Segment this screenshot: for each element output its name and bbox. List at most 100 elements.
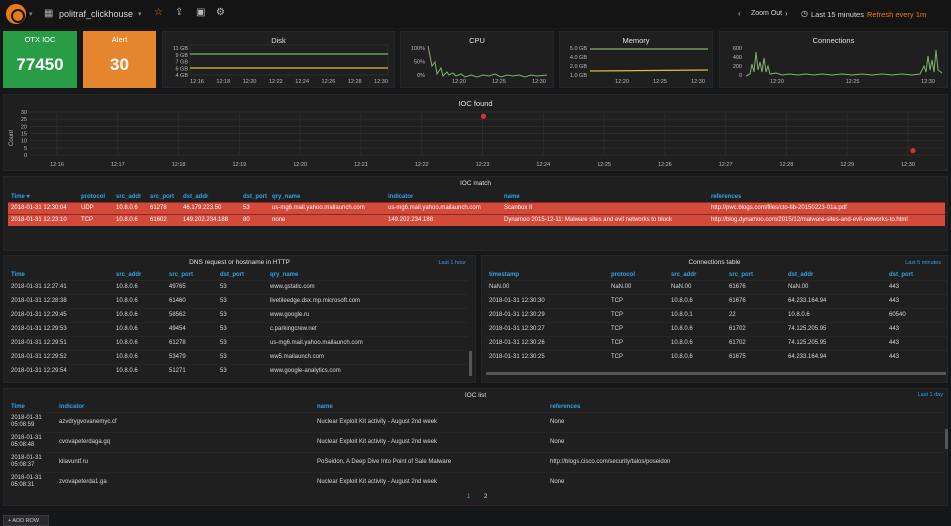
settings-gear-icon[interactable]: ⚙	[216, 7, 225, 18]
column-header[interactable]: references	[550, 403, 581, 410]
table-cell: 2018-01-31 12:27:41	[8, 279, 113, 294]
ioc-list-page-1[interactable]: 1	[467, 494, 471, 500]
column-header[interactable]: src_port	[150, 193, 175, 200]
column-header[interactable]: dst_port	[220, 271, 244, 278]
save-icon[interactable]: ▣	[196, 7, 206, 18]
table-cell: 2018-01-31 12:29:54	[8, 363, 113, 378]
caret-down-icon[interactable]: ▾	[29, 11, 33, 18]
column-header[interactable]: Time ▾	[11, 194, 30, 201]
refresh-interval[interactable]: Refresh every 1m	[867, 10, 927, 19]
column-header[interactable]: qry_name	[272, 193, 301, 200]
cpu-panel[interactable]: CPU 100% 50% 0% 12:20 12:25 12:30	[400, 31, 554, 88]
column-header[interactable]: name	[317, 403, 333, 410]
table-row[interactable]: 2018-01-31 12:29:51 10.8.0.6 61278 53 us-mg6…	[8, 335, 468, 350]
table-row[interactable]: 2018-01-31 12:30:04 UDP 10.8.0.6 61278 46.17…	[8, 201, 945, 214]
disk-xtick: 12:30	[374, 79, 388, 85]
dns-request-panel[interactable]: DNS request or hostname in HTTP Last 1 h…	[3, 255, 476, 383]
table-cell: 74.125.205.95	[785, 335, 886, 350]
table-row[interactable]: 2018-01-31 12:28:38 10.8.0.6 61460 53 liveti…	[8, 293, 468, 308]
dashboard-picker-caret-icon[interactable]: ▾	[138, 11, 142, 18]
column-header[interactable]: dst_port	[243, 193, 267, 200]
share-icon[interactable]: ⇪	[175, 7, 184, 18]
column-header[interactable]: src_addr	[116, 193, 142, 200]
table-row[interactable]: 2018-01-31 12:30:27 TCP 10.8.0.6 61702 74.12…	[486, 321, 947, 336]
column-header[interactable]: dst_addr	[788, 271, 814, 278]
ioc-found-panel[interactable]: IOC found 30 25 20 15 10 5 0 12:16 12:17 12:18 12:…	[3, 94, 948, 171]
column-header[interactable]: indicator	[388, 193, 414, 200]
table-row[interactable]: 2018-01-31 12:27:41 10.8.0.6 49765 53 www.gs…	[8, 279, 468, 294]
ioc-point-1[interactable]	[910, 148, 916, 154]
connections-ytick: 600	[733, 46, 742, 52]
table-row[interactable]: 2018-01-31 12:30:30 TCP 10.8.0.6 61676 64.23…	[486, 293, 947, 308]
column-header[interactable]: qry_name	[270, 271, 299, 278]
column-header[interactable]: src_port	[169, 271, 194, 278]
table-row[interactable]: 2018-01-31 12:29:45 10.8.0.6 58562 53 www.go…	[8, 307, 468, 322]
dns-scrollbar[interactable]	[469, 351, 472, 376]
column-header[interactable]: dst_port	[889, 271, 913, 278]
column-header[interactable]: indicator	[59, 403, 85, 410]
ioc-xtick: 12:23	[476, 162, 490, 168]
zoom-out-button[interactable]: Zoom Out	[751, 10, 783, 17]
grafana-logo-icon[interactable]	[6, 4, 26, 24]
ioc-ytick: 0	[24, 153, 27, 159]
table-row[interactable]: 2018-01-31 05:08:59 azvdrygvovanemyc.cf Nuc…	[8, 411, 944, 432]
column-header[interactable]: timestamp	[489, 271, 520, 278]
table-cell: 10.8.0.6	[785, 307, 886, 322]
alert-stat-panel[interactable]: Alert 30	[83, 31, 156, 88]
table-row[interactable]: 2018-01-31 12:30:26 TCP 10.8.0.6 61702 74.12…	[486, 335, 947, 350]
ioc-list-scrollbar[interactable]	[945, 429, 948, 449]
table-cell: 58562	[166, 307, 217, 322]
table-cell: 53	[217, 335, 267, 350]
ioc-xtick: 12:29	[840, 162, 854, 168]
table-row[interactable]: 2018-01-31 12:29:54 10.8.0.6 51271 53 www.go…	[8, 363, 468, 378]
column-header[interactable]: Time	[11, 271, 25, 278]
table-cell: Nuclear Exploit Kit activity - August 2n…	[314, 411, 547, 432]
table-row[interactable]: 2018-01-31 05:08:31 zvovapeterda1.ga Nuclea…	[8, 471, 944, 492]
connections-table-panel[interactable]: Connections table Last 5 minutes timesta…	[481, 255, 948, 383]
column-header[interactable]: dst_addr	[183, 193, 209, 200]
table-cell: 2018-01-31 12:29:52	[8, 349, 113, 364]
column-header[interactable]: src_addr	[116, 271, 142, 278]
column-header[interactable]: protocol	[81, 193, 105, 200]
table-row[interactable]: 2018-01-31 05:08:37 kliavuntf.ru PoSeidon, …	[8, 451, 944, 472]
memory-title: Memory	[622, 36, 650, 45]
table-row[interactable]: 2018-01-31 05:08:48 cvovapeterdaga.gq Nucle…	[8, 431, 944, 452]
table-row[interactable]: 2018-01-31 12:30:25 TCP 10.8.0.6 61675 64.23…	[486, 349, 947, 364]
table-row[interactable]: 2018-01-31 12:29:52 10.8.0.6 53479 53 ww5.ma…	[8, 349, 468, 364]
otx-ioc-stat-panel[interactable]: OTX IOC 77450	[3, 31, 77, 88]
memory-panel[interactable]: Memory 5.0 GB 4.0 GB 2.0 GB 1.0 GB 12:20 12:2…	[559, 31, 713, 88]
time-range-picker[interactable]: Last 15 minutes	[811, 10, 864, 19]
disk-ytick: 7 GB	[175, 60, 188, 66]
disk-panel[interactable]: Disk 11 GB 9 GB 7 GB 6 GB 4 GB 12:16 12:18 12:2…	[162, 31, 395, 88]
conn-table-h-scrollbar[interactable]	[486, 372, 946, 375]
table-row[interactable]: 2018-01-31 12:30:29 TCP 10.8.0.1 22 10.8.0.6…	[486, 307, 947, 322]
table-cell: 2018-01-31 05:08:59	[8, 411, 56, 432]
connections-ytick: 400	[733, 55, 742, 61]
alert-label: Alert	[111, 35, 128, 44]
zoom-back-icon[interactable]: ‹	[738, 9, 741, 18]
zoom-forward-icon[interactable]: ›	[785, 9, 788, 18]
dashboard-title[interactable]: politraf_clickhouse	[59, 9, 134, 19]
star-icon[interactable]: ☆	[154, 7, 163, 18]
table-cell: 61702	[726, 335, 785, 350]
ioc-point-0[interactable]	[480, 113, 487, 119]
column-header[interactable]: src_addr	[671, 271, 697, 278]
table-row[interactable]: NaN.00 NaN.00 NaN.00 61676 NaN.00 443	[486, 279, 947, 294]
column-header[interactable]: protocol	[611, 271, 635, 278]
column-header[interactable]: Time	[11, 403, 25, 410]
add-row-button[interactable]: + ADD ROW	[3, 515, 49, 526]
dashboards-grid-icon[interactable]: ▦	[44, 8, 54, 19]
column-header[interactable]: references	[711, 193, 742, 200]
table-cell: TCP	[608, 321, 668, 336]
ioc-list-panel[interactable]: IOC list Last 1 day Time indicator name ref…	[3, 388, 948, 506]
ioc-match-panel[interactable]: IOC match Time ▾ protocol src_addr src_port…	[3, 176, 948, 251]
table-cell: 10.8.0.1	[668, 307, 726, 322]
column-header[interactable]: src_port	[729, 271, 754, 278]
memory-used-line	[589, 69, 709, 72]
table-row[interactable]: 2018-01-31 12:23:10 TCP 10.8.0.6 61602 149.2…	[8, 213, 945, 226]
table-cell: 10.8.0.6	[113, 279, 166, 294]
table-row[interactable]: 2018-01-31 12:29:53 10.8.0.6 49454 53 c.park…	[8, 321, 468, 336]
column-header[interactable]: name	[504, 193, 520, 200]
connections-panel[interactable]: Connections 600 400 200 0 12:20 12:25 12:30	[719, 31, 948, 88]
ioc-list-page-2[interactable]: 2	[484, 494, 488, 500]
